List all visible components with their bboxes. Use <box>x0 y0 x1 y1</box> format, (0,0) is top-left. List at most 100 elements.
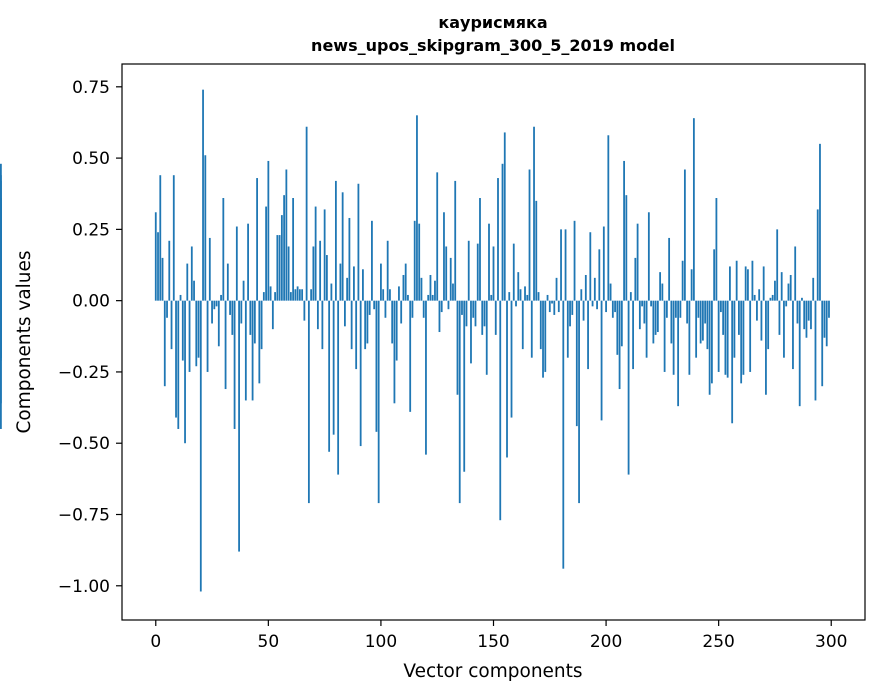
bar-221 <box>652 300 655 344</box>
bar-45 <box>256 178 258 301</box>
bar-85 <box>346 277 349 301</box>
bar-195 <box>593 277 596 301</box>
bar-116 <box>416 115 418 301</box>
bar-109 <box>400 300 403 324</box>
bar-166 <box>528 169 531 301</box>
bar-225 <box>661 283 664 301</box>
bar-274 <box>771 294 774 301</box>
bar-81 <box>337 300 340 475</box>
bar-33 <box>229 300 231 315</box>
bar-52 <box>271 300 274 330</box>
bar-28 <box>217 300 220 347</box>
bar-212 <box>632 300 634 370</box>
chart-subtitle: news_upos_skipgram_300_5_2019 model <box>311 36 675 55</box>
bar-114 <box>411 300 414 318</box>
bar-294 <box>816 209 819 301</box>
bar-161 <box>517 272 520 301</box>
bar-148 <box>488 223 490 301</box>
bar-23 <box>206 300 209 372</box>
bar-173 <box>544 300 547 372</box>
bar-192 <box>587 300 589 370</box>
bar-144 <box>479 198 481 301</box>
bar-155 <box>503 132 506 301</box>
bar-69 <box>310 289 313 301</box>
bar-197 <box>598 249 601 301</box>
bar-104 <box>389 289 391 301</box>
bar-139 <box>467 240 470 301</box>
bar-147 <box>485 300 488 375</box>
bar-151 <box>494 300 497 335</box>
bar-248 <box>713 249 716 301</box>
bar-60 <box>289 292 292 301</box>
bar-111 <box>404 263 407 301</box>
bar-11 <box>179 294 182 301</box>
bar-273 <box>769 297 772 301</box>
bar-178 <box>555 277 558 301</box>
bar-206 <box>618 300 621 390</box>
bar-7 <box>170 300 173 350</box>
chart-title: каурисмяка <box>438 13 547 32</box>
bar-245 <box>706 300 709 350</box>
bar-237 <box>688 300 691 375</box>
bar-10 <box>177 300 180 429</box>
bar-233 <box>679 300 682 318</box>
bar-6 <box>168 240 171 301</box>
bar-76 <box>325 255 328 301</box>
bar-266 <box>753 294 756 301</box>
bar-235 <box>683 169 686 301</box>
bar-70 <box>312 246 315 301</box>
bar-172 <box>542 300 544 378</box>
bar-83 <box>341 192 344 301</box>
bar-43 <box>251 300 254 401</box>
bar-203 <box>611 300 614 318</box>
bar-298 <box>825 300 828 347</box>
bar-131 <box>449 257 452 301</box>
bar-285 <box>796 300 799 324</box>
bar-283 <box>792 300 794 370</box>
bar-152 <box>497 178 499 301</box>
bar-46 <box>258 300 261 384</box>
bar-96 <box>371 220 373 301</box>
bar-270 <box>762 266 765 301</box>
bar-246 <box>708 300 711 395</box>
bar-89 <box>355 300 358 370</box>
bar-107 <box>395 300 398 361</box>
bar-260 <box>740 300 743 384</box>
bar-256 <box>731 300 734 424</box>
bar-284 <box>794 246 797 301</box>
bar-105 <box>391 300 394 344</box>
bar-73 <box>319 240 322 301</box>
bar-87 <box>350 300 353 350</box>
bar-150 <box>492 246 495 301</box>
bar-247 <box>711 300 713 384</box>
bar-101 <box>382 289 385 301</box>
bar-179 <box>557 300 560 313</box>
bar-140 <box>470 300 472 364</box>
bar-37 <box>238 300 240 552</box>
bar-226 <box>663 300 666 372</box>
bar-19 <box>197 300 200 358</box>
bar-110 <box>402 274 405 301</box>
bar-136 <box>461 300 463 315</box>
x-tick-label-300: 300 <box>815 632 847 652</box>
bar-209 <box>625 195 628 301</box>
bar-94 <box>366 300 369 344</box>
bar-211 <box>629 292 632 301</box>
y-axis-label: Components values <box>14 250 35 433</box>
bar-138 <box>465 300 468 327</box>
bar-121 <box>427 294 430 301</box>
y-tick-label-3: 0.00 <box>72 292 110 312</box>
bar-39 <box>242 280 245 301</box>
bar-95 <box>368 300 371 315</box>
bar-249 <box>715 198 718 301</box>
bar-1 <box>157 232 159 301</box>
bar-175 <box>548 300 551 313</box>
bar-184 <box>569 300 571 327</box>
bar-291 <box>810 300 812 330</box>
bar-undefined <box>0 175 2 301</box>
bar-292 <box>812 277 815 301</box>
bars-group <box>0 89 830 592</box>
bar-170 <box>537 292 540 301</box>
bar-108 <box>398 286 400 301</box>
